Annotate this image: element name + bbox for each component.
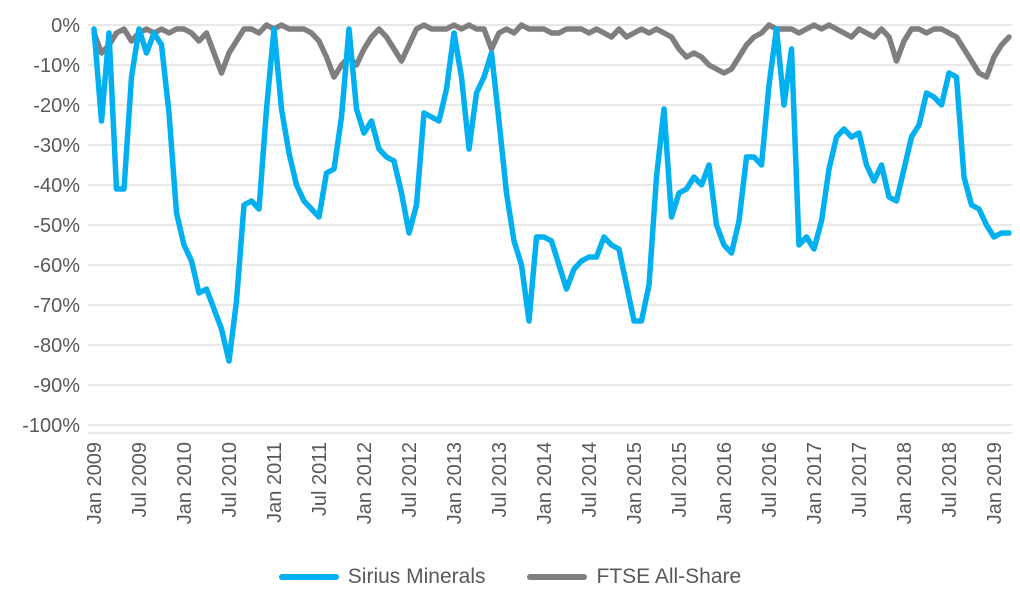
x-axis-label: Jul 2009 — [129, 442, 151, 518]
y-axis-labels: 0% -10% -20% -30% -40% -50% -60% -70% -80% -90% -1… — [22, 15, 80, 437]
x-axis-label: Jul 2014 — [579, 442, 601, 518]
legend-item-sirius-minerals: Sirius Minerals — [278, 563, 486, 591]
x-axis-label: Jan 2015 — [624, 442, 646, 524]
y-axis-label: 0% — [51, 15, 80, 37]
x-axis-label: Jul 2017 — [849, 442, 871, 518]
y-axis-label: -70% — [33, 295, 80, 317]
y-axis-label: -90% — [33, 375, 80, 397]
x-axis-label: Jul 2018 — [939, 442, 961, 518]
y-axis-label: -100% — [22, 415, 80, 437]
ftse-line-swatch — [527, 574, 588, 580]
x-axis-label: Jan 2010 — [174, 442, 196, 524]
x-axis-label: Jul 2011 — [309, 442, 331, 516]
legend: Sirius Minerals FTSE All-Share — [0, 563, 1020, 591]
x-axis-label: Jul 2012 — [399, 442, 421, 518]
sirius-line-swatch — [278, 574, 339, 580]
y-axis-label: -20% — [33, 95, 80, 117]
x-axis-label: Jul 2016 — [759, 442, 781, 518]
x-axis-label: Jul 2015 — [669, 442, 691, 518]
x-axis-labels: Jan 2009 Jul 2009 Jan 2010 Jul 2010 Jan 2011… — [84, 442, 1006, 524]
x-axis-label: Jan 2019 — [984, 442, 1006, 524]
x-axis-label: Jan 2016 — [714, 442, 736, 524]
series-line-sirius-minerals — [91, 26, 1012, 364]
legend-label-sirius-minerals: Sirius Minerals — [347, 565, 486, 588]
x-axis-label: Jan 2018 — [894, 442, 916, 524]
y-axis-label: -40% — [33, 175, 80, 197]
gridlines — [88, 24, 1012, 426]
legend-label-ftse-all-share: FTSE All-Share — [596, 565, 742, 588]
x-axis-label: Jan 2011 — [264, 442, 286, 523]
series-line-ftse-all-share — [91, 22, 1012, 80]
x-axis-label: Jan 2012 — [354, 442, 376, 524]
legend-item-ftse-all-share: FTSE All-Share — [527, 563, 741, 591]
y-axis-label: -60% — [33, 255, 80, 277]
x-axis-label: Jan 2013 — [444, 442, 466, 524]
x-axis-label: Jan 2014 — [534, 442, 556, 524]
y-axis-label: -10% — [33, 55, 80, 77]
y-axis-label: -30% — [33, 135, 80, 157]
x-axis-label: Jan 2017 — [804, 442, 826, 524]
x-axis-label: Jan 2009 — [84, 442, 106, 524]
y-axis-label: -80% — [33, 335, 80, 357]
y-axis-label: -50% — [33, 215, 80, 237]
x-axis-label: Jul 2013 — [489, 442, 511, 518]
x-axis-label: Jul 2010 — [219, 442, 241, 518]
